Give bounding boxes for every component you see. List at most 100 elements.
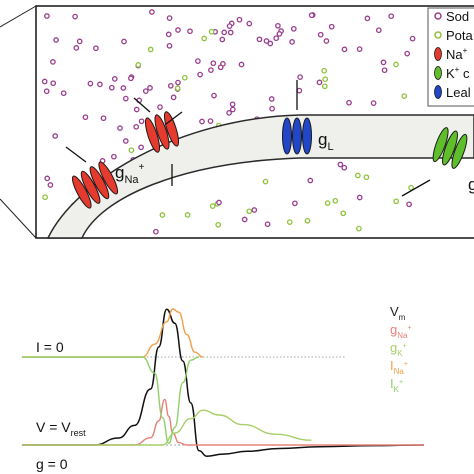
sodium-ion bbox=[47, 182, 54, 188]
sodium-ion bbox=[236, 16, 243, 23]
legend-marker bbox=[434, 85, 442, 99]
na-channel-1-subunit bbox=[98, 161, 119, 195]
sodium-ion bbox=[227, 29, 234, 36]
sodium-ion bbox=[273, 35, 280, 42]
sodium-ion bbox=[292, 200, 298, 207]
sodium-ion bbox=[133, 123, 140, 130]
sodium-ion bbox=[370, 100, 377, 106]
sodium-ion bbox=[187, 28, 193, 35]
na-channel-1-subunit bbox=[89, 166, 110, 200]
potassium-ion bbox=[135, 62, 142, 68]
sodium-ion bbox=[256, 36, 263, 43]
sodium-ion bbox=[122, 138, 129, 144]
sodium-ion bbox=[226, 23, 233, 29]
sodium-ion bbox=[41, 78, 48, 85]
sodium-ion bbox=[195, 58, 201, 64]
sodium-ion bbox=[121, 38, 127, 45]
potassium-ion bbox=[332, 197, 339, 204]
na-channel-2-subunit bbox=[154, 114, 170, 150]
sodium-ion bbox=[100, 115, 107, 122]
potassium-ion bbox=[393, 61, 399, 68]
k-channel-subunit bbox=[432, 127, 449, 163]
sodium-ion bbox=[276, 31, 283, 37]
legend-item-3: K+ c bbox=[434, 65, 470, 81]
legend-marker bbox=[434, 31, 442, 39]
potassium-ion bbox=[322, 76, 329, 83]
k-channel-subunit bbox=[442, 130, 458, 166]
sodium-ion bbox=[328, 23, 335, 30]
sodium-ion bbox=[229, 101, 236, 108]
sodium-ion bbox=[207, 118, 214, 124]
sodium-ion bbox=[133, 106, 140, 113]
legend-label: Pota bbox=[446, 28, 474, 43]
trace-Vm bbox=[22, 308, 425, 457]
sodium-ion bbox=[356, 194, 363, 201]
sodium-ion bbox=[268, 96, 275, 102]
potassium-ion bbox=[363, 174, 370, 181]
sodium-ion bbox=[221, 29, 228, 36]
sodium-ion bbox=[117, 125, 123, 131]
sodium-ion bbox=[308, 12, 315, 19]
potassium-ion bbox=[215, 221, 222, 228]
sodium-ion bbox=[226, 110, 232, 116]
sodium-ion bbox=[341, 46, 348, 53]
k-efflux-arrow bbox=[401, 179, 431, 197]
sodium-ion bbox=[356, 46, 363, 52]
potassium-ion bbox=[184, 212, 191, 218]
leak-channel-subunit bbox=[282, 117, 292, 155]
potassium-ion bbox=[147, 46, 154, 53]
legend-label: K+ c bbox=[446, 65, 470, 81]
potassium-ion bbox=[401, 93, 408, 99]
sodium-ion bbox=[341, 164, 348, 171]
sodium-ion bbox=[170, 94, 177, 101]
k-channel-subunit bbox=[451, 133, 468, 169]
sodium-ion bbox=[44, 13, 50, 19]
traces-layer bbox=[22, 308, 425, 457]
sodium-ion bbox=[44, 175, 51, 182]
sodium-ion bbox=[52, 133, 59, 139]
sodium-ion bbox=[406, 201, 412, 208]
zoom-connector-bottom bbox=[0, 198, 37, 239]
sodium-ion bbox=[216, 199, 222, 206]
sodium-ion bbox=[323, 38, 330, 44]
leak-channel-subunit bbox=[292, 117, 302, 155]
sodium-ion bbox=[142, 88, 149, 94]
sodium-ion bbox=[128, 75, 134, 82]
na-channel-2 bbox=[144, 111, 180, 153]
na-channel-1-subunit bbox=[71, 175, 92, 209]
membrane-panel: gNa+ gL g Sod Pota Na+ K+ c Leal bbox=[0, 5, 474, 239]
legend-marker bbox=[434, 66, 442, 80]
k-channel bbox=[432, 127, 468, 169]
potassium-ion bbox=[321, 83, 328, 90]
sodium-ion bbox=[87, 80, 94, 87]
sodium-ion bbox=[199, 118, 205, 125]
sodium-ion bbox=[73, 45, 80, 51]
sodium-ion bbox=[275, 22, 281, 29]
trace-legend-item-2: gK+ bbox=[390, 340, 407, 358]
sodium-ion bbox=[175, 79, 181, 86]
leak-channel-subunit bbox=[302, 117, 312, 155]
arrows-layer bbox=[65, 80, 431, 197]
sodium-ion bbox=[404, 50, 411, 57]
sodium-ion bbox=[210, 60, 217, 67]
sodium-ion bbox=[267, 40, 274, 47]
na-influx-arrow-3 bbox=[165, 111, 183, 125]
sodium-ion bbox=[337, 161, 344, 168]
gNa-label: gNa+ bbox=[115, 162, 145, 186]
trace-legend-item-3: INa+ bbox=[390, 358, 408, 376]
sodium-ion bbox=[409, 35, 416, 42]
na-influx-arrow-1 bbox=[65, 146, 87, 163]
sodium-ion bbox=[346, 99, 352, 106]
na-channel-2-subunit bbox=[144, 117, 161, 153]
leak-channel bbox=[282, 117, 312, 155]
sodium-ion bbox=[122, 95, 129, 102]
sodium-ion bbox=[153, 228, 159, 235]
sodium-ion bbox=[53, 37, 59, 43]
sodium-ion bbox=[76, 38, 83, 45]
sodium-ion bbox=[50, 80, 57, 87]
sodium-ion bbox=[229, 106, 236, 113]
potassium-ion bbox=[159, 212, 166, 218]
potassium-ion bbox=[286, 219, 293, 225]
